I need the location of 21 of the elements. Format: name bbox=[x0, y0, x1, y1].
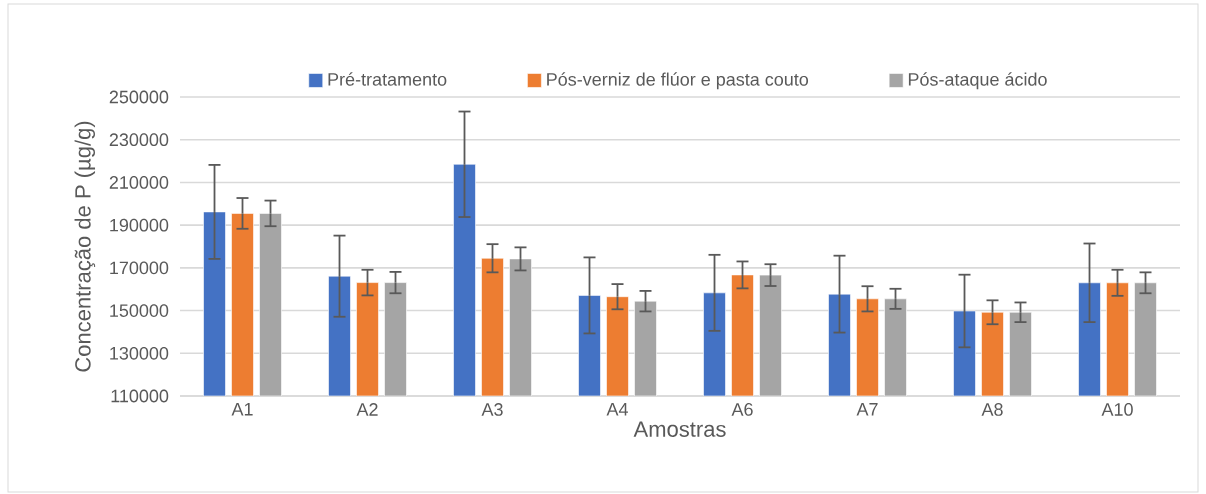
legend-label: Pré-tratamento bbox=[328, 72, 447, 86]
x-axis-title: Amostras bbox=[633, 421, 726, 437]
x-tick-label: A7 bbox=[856, 403, 878, 416]
y-tick-label: 210000 bbox=[109, 176, 169, 189]
legend-label: Pós-ataque ácido bbox=[908, 72, 1047, 90]
legend-label: Pós-verniz de flúor e pasta couto bbox=[547, 72, 809, 90]
y-tick-label: 250000 bbox=[109, 90, 169, 104]
y-axis-title: Concentração de P (µg/g) bbox=[74, 121, 96, 372]
x-tick-label: A1 bbox=[231, 403, 253, 416]
x-tick-label: A10 bbox=[1101, 403, 1133, 416]
y-tick-label: 170000 bbox=[110, 261, 169, 275]
y-tick-label: 190000 bbox=[110, 218, 169, 232]
y-tick-label: 230000 bbox=[109, 133, 169, 147]
y-tick-label: 110000 bbox=[111, 389, 169, 403]
x-tick-label: A3 bbox=[481, 403, 503, 416]
x-tick-label: A4 bbox=[606, 403, 628, 416]
x-tick-label: A8 bbox=[981, 403, 1003, 416]
y-tick-label: 150000 bbox=[110, 304, 169, 317]
y-tick-label: 130000 bbox=[110, 346, 169, 360]
x-tick-label: A6 bbox=[731, 403, 753, 416]
x-tick-label: A2 bbox=[356, 403, 378, 416]
